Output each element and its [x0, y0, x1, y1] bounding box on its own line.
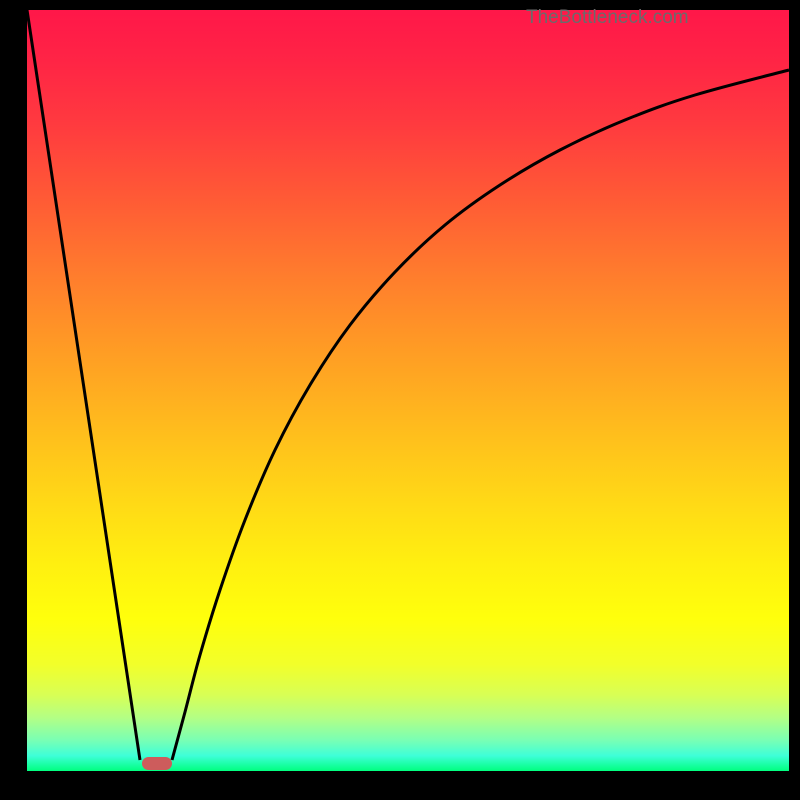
watermark-text: TheBottleneck.com: [526, 7, 689, 29]
plot-svg: [0, 0, 800, 800]
minimum-marker: [142, 757, 172, 770]
chart-container: TheBottleneck.com: [0, 0, 800, 800]
gradient-background: [27, 10, 789, 771]
